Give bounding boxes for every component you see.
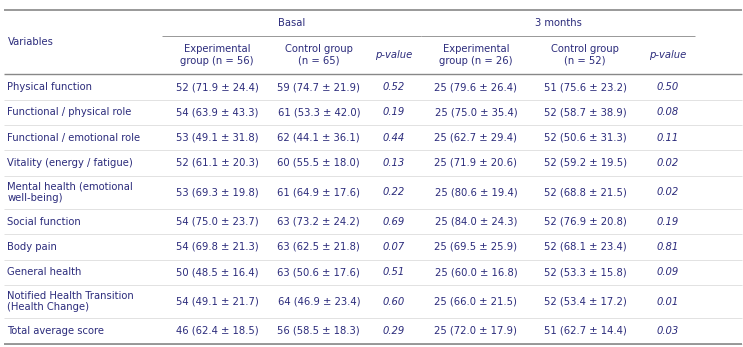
Text: 46 (62.4 ± 18.5): 46 (62.4 ± 18.5)	[175, 326, 259, 336]
Text: General health: General health	[7, 267, 82, 277]
Text: 0.29: 0.29	[383, 326, 405, 336]
Text: 52 (53.4 ± 17.2): 52 (53.4 ± 17.2)	[544, 297, 626, 306]
Text: 52 (59.2 ± 19.5): 52 (59.2 ± 19.5)	[544, 158, 626, 168]
Text: 0.19: 0.19	[656, 217, 678, 227]
Text: Body pain: Body pain	[7, 242, 57, 252]
Text: 25 (62.7 ± 29.4): 25 (62.7 ± 29.4)	[435, 133, 517, 143]
Text: 0.09: 0.09	[656, 267, 678, 277]
Text: 0.19: 0.19	[383, 107, 405, 117]
Text: 25 (72.0 ± 17.9): 25 (72.0 ± 17.9)	[435, 326, 517, 336]
Text: 25 (75.0 ± 35.4): 25 (75.0 ± 35.4)	[435, 107, 517, 117]
Text: 52 (71.9 ± 24.4): 52 (71.9 ± 24.4)	[175, 82, 259, 92]
Text: p-value: p-value	[375, 50, 412, 60]
Text: 54 (63.9 ± 43.3): 54 (63.9 ± 43.3)	[176, 107, 258, 117]
Text: 25 (79.6 ± 26.4): 25 (79.6 ± 26.4)	[435, 82, 517, 92]
Text: 0.02: 0.02	[656, 158, 678, 168]
Text: 0.03: 0.03	[656, 326, 678, 336]
Text: 59 (74.7 ± 21.9): 59 (74.7 ± 21.9)	[277, 82, 360, 92]
Text: 52 (68.1 ± 23.4): 52 (68.1 ± 23.4)	[544, 242, 626, 252]
Text: 0.69: 0.69	[383, 217, 405, 227]
Text: Control group
(n = 52): Control group (n = 52)	[551, 44, 619, 66]
Text: 63 (50.6 ± 17.6): 63 (50.6 ± 17.6)	[277, 267, 360, 277]
Text: 52 (53.3 ± 15.8): 52 (53.3 ± 15.8)	[544, 267, 626, 277]
Text: Experimental
group (n = 56): Experimental group (n = 56)	[181, 44, 253, 66]
Text: 0.01: 0.01	[656, 297, 678, 306]
Text: Total average score: Total average score	[7, 326, 105, 336]
Text: 51 (75.6 ± 23.2): 51 (75.6 ± 23.2)	[544, 82, 626, 92]
Text: 54 (69.8 ± 21.3): 54 (69.8 ± 21.3)	[175, 242, 259, 252]
Text: 52 (50.6 ± 31.3): 52 (50.6 ± 31.3)	[544, 133, 626, 143]
Text: 0.60: 0.60	[383, 297, 405, 306]
Text: 52 (68.8 ± 21.5): 52 (68.8 ± 21.5)	[544, 187, 626, 197]
Text: 25 (66.0 ± 21.5): 25 (66.0 ± 21.5)	[435, 297, 517, 306]
Text: 63 (73.2 ± 24.2): 63 (73.2 ± 24.2)	[277, 217, 360, 227]
Text: Vitality (energy / fatigue): Vitality (energy / fatigue)	[7, 158, 133, 168]
Text: 0.50: 0.50	[656, 82, 678, 92]
Text: 0.08: 0.08	[656, 107, 678, 117]
Text: 3 months: 3 months	[535, 18, 582, 28]
Text: 50 (48.5 ± 16.4): 50 (48.5 ± 16.4)	[175, 267, 258, 277]
Text: 62 (44.1 ± 36.1): 62 (44.1 ± 36.1)	[277, 133, 360, 143]
Text: Functional / emotional role: Functional / emotional role	[7, 133, 140, 143]
Text: 60 (55.5 ± 18.0): 60 (55.5 ± 18.0)	[277, 158, 360, 168]
Text: Basal: Basal	[278, 18, 305, 28]
Text: 51 (62.7 ± 14.4): 51 (62.7 ± 14.4)	[544, 326, 626, 336]
Text: 64 (46.9 ± 23.4): 64 (46.9 ± 23.4)	[277, 297, 360, 306]
Text: 0.52: 0.52	[383, 82, 405, 92]
Text: 63 (62.5 ± 21.8): 63 (62.5 ± 21.8)	[277, 242, 360, 252]
Text: 53 (69.3 ± 19.8): 53 (69.3 ± 19.8)	[175, 187, 259, 197]
Text: Control group
(n = 65): Control group (n = 65)	[285, 44, 353, 66]
Text: Mental health (emotional
well-being): Mental health (emotional well-being)	[7, 181, 133, 203]
Text: 25 (84.0 ± 24.3): 25 (84.0 ± 24.3)	[435, 217, 517, 227]
Text: 56 (58.5 ± 18.3): 56 (58.5 ± 18.3)	[277, 326, 360, 336]
Text: Functional / physical role: Functional / physical role	[7, 107, 132, 117]
Text: Social function: Social function	[7, 217, 81, 227]
Text: 25 (71.9 ± 20.6): 25 (71.9 ± 20.6)	[435, 158, 517, 168]
Text: 0.13: 0.13	[383, 158, 405, 168]
Text: 25 (60.0 ± 16.8): 25 (60.0 ± 16.8)	[435, 267, 517, 277]
Text: 0.51: 0.51	[383, 267, 405, 277]
Text: p-value: p-value	[649, 50, 686, 60]
Text: 0.81: 0.81	[656, 242, 678, 252]
Text: Experimental
group (n = 26): Experimental group (n = 26)	[439, 44, 513, 66]
Text: Notified Health Transition
(Health Change): Notified Health Transition (Health Chang…	[7, 291, 134, 312]
Text: 0.07: 0.07	[383, 242, 405, 252]
Text: Variables: Variables	[7, 37, 53, 48]
Text: 0.44: 0.44	[383, 133, 405, 143]
Text: Physical function: Physical function	[7, 82, 92, 92]
Text: 0.11: 0.11	[656, 133, 678, 143]
Text: 0.02: 0.02	[656, 187, 678, 197]
Text: 25 (69.5 ± 25.9): 25 (69.5 ± 25.9)	[435, 242, 517, 252]
Text: 0.22: 0.22	[383, 187, 405, 197]
Text: 54 (49.1 ± 21.7): 54 (49.1 ± 21.7)	[175, 297, 259, 306]
Text: 61 (53.3 ± 42.0): 61 (53.3 ± 42.0)	[277, 107, 360, 117]
Text: 52 (58.7 ± 38.9): 52 (58.7 ± 38.9)	[544, 107, 626, 117]
Text: 52 (61.1 ± 20.3): 52 (61.1 ± 20.3)	[175, 158, 259, 168]
Text: 25 (80.6 ± 19.4): 25 (80.6 ± 19.4)	[435, 187, 517, 197]
Text: 61 (64.9 ± 17.6): 61 (64.9 ± 17.6)	[277, 187, 360, 197]
Text: 52 (76.9 ± 20.8): 52 (76.9 ± 20.8)	[544, 217, 626, 227]
Text: 54 (75.0 ± 23.7): 54 (75.0 ± 23.7)	[175, 217, 259, 227]
Text: 53 (49.1 ± 31.8): 53 (49.1 ± 31.8)	[175, 133, 258, 143]
